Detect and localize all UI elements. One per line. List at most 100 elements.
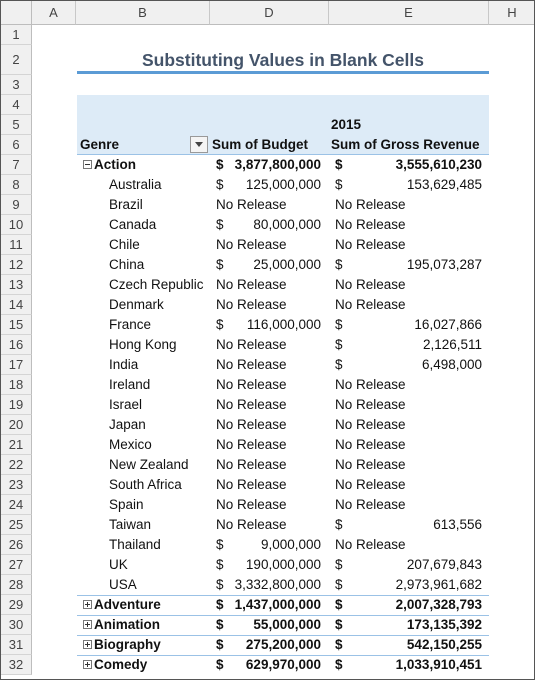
amount: 2,007,328,793 [395,597,482,612]
amount: 1,437,000,000 [234,597,321,612]
currency-symbol: $ [335,557,343,572]
value-text: No Release [216,517,287,532]
value-text: No Release [216,497,287,512]
budget-header: Sum of Budget [212,137,308,152]
row-header: 2 [1,45,32,75]
toggle-bar [87,622,88,627]
value-text: No Release [335,497,406,512]
amount: 275,200,000 [245,637,321,652]
currency-symbol: $ [216,317,224,332]
row-header: 25 [1,515,32,535]
pivot-header-line [77,154,489,155]
amount: 2,973,961,682 [395,577,482,592]
currency-symbol: $ [335,317,343,332]
toggle-button[interactable] [83,620,92,629]
toggle-bar [85,164,90,165]
value-text: No Release [216,377,287,392]
amount: 116,000,000 [246,317,321,332]
value-text: No Release [216,337,287,352]
row-header: 11 [1,235,32,255]
country-label: Chile [109,237,140,252]
filter-button[interactable] [190,136,208,153]
row-header: 24 [1,495,32,515]
row-header: 1 [1,25,32,45]
country-label: Mexico [109,437,152,452]
currency-symbol: $ [335,637,343,652]
value-text: No Release [216,417,287,432]
genre-label: Comedy [94,657,148,672]
row-header: 29 [1,595,32,615]
row-header: 14 [1,295,32,315]
row-header: 32 [1,655,32,675]
country-label: Denmark [109,297,164,312]
group-separator [77,655,489,656]
toggle-button[interactable] [83,600,92,609]
currency-symbol: $ [216,177,224,192]
country-label: India [109,357,139,372]
currency-symbol: $ [216,157,224,172]
country-label: Taiwan [109,517,152,532]
row-header: 31 [1,635,32,655]
value-text: No Release [335,297,406,312]
amount: 1,033,910,451 [395,657,482,672]
amount: 613,556 [433,517,482,532]
currency-symbol: $ [335,357,343,372]
amount: 3,877,800,000 [234,157,321,172]
country-label: Spain [109,497,144,512]
value-text: No Release [216,357,287,372]
value-text: No Release [216,237,287,252]
row-header: 30 [1,615,32,635]
amount: 629,970,000 [245,657,321,672]
amount: 125,000,000 [245,177,321,192]
currency-symbol: $ [335,517,343,532]
group-separator [77,615,489,616]
country-label: France [109,317,152,332]
row-header: 15 [1,315,32,335]
value-text: No Release [335,417,406,432]
row-header: 16 [1,335,32,355]
value-text: No Release [335,277,406,292]
title-underline [77,71,489,74]
amount: 153,629,485 [406,177,482,192]
toggle-button[interactable] [83,660,92,669]
column-header: B [76,1,210,25]
value-text: No Release [216,197,287,212]
value-text: No Release [335,457,406,472]
currency-symbol: $ [335,177,343,192]
row-header: 22 [1,455,32,475]
country-label: Czech Republic [109,277,204,292]
row-header: 4 [1,95,32,115]
currency-symbol: $ [216,597,224,612]
value-text: No Release [216,277,287,292]
row-header: 17 [1,355,32,375]
row-header: 6 [1,135,32,155]
row-header: 10 [1,215,32,235]
amount: 6,498,000 [421,357,482,372]
country-label: Brazil [109,197,143,212]
row-header: 8 [1,175,32,195]
row-header: 3 [1,75,32,95]
row-header: 7 [1,155,32,175]
amount: 25,000,000 [253,257,321,272]
column-header: A [32,1,76,25]
currency-symbol: $ [335,157,343,172]
row-header: 21 [1,435,32,455]
genre-label: Animation [94,617,160,632]
toggle-bar [87,662,88,667]
currency-symbol: $ [216,617,224,632]
toggle-bar [87,602,88,607]
toggle-button[interactable] [83,160,92,169]
country-label: China [109,257,145,272]
amount: 190,000,000 [245,557,321,572]
toggle-button[interactable] [83,640,92,649]
value-text: No Release [216,477,287,492]
row-header: 28 [1,575,32,595]
row-header: 27 [1,555,32,575]
row-header: 5 [1,115,32,135]
amount: 55,000,000 [253,617,321,632]
amount: 16,027,866 [414,317,482,332]
row-header: 13 [1,275,32,295]
country-label: Hong Kong [109,337,177,352]
amount: 542,150,255 [406,637,482,652]
